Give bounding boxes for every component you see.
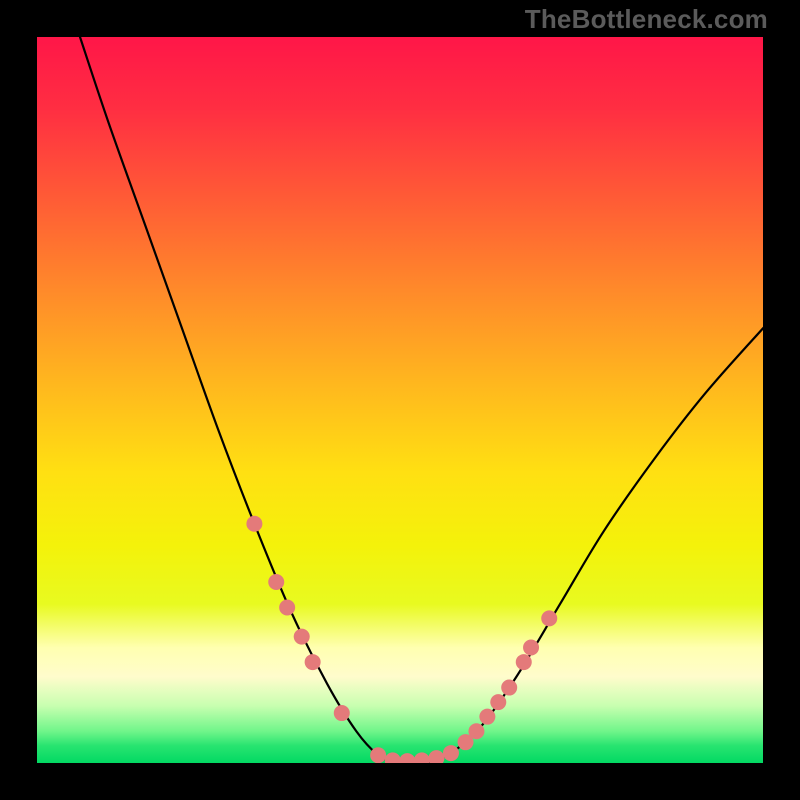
gradient-background [36, 36, 764, 764]
data-point-marker [501, 680, 517, 696]
data-point-marker [370, 747, 386, 763]
data-point-marker [385, 752, 401, 768]
data-point-marker [334, 705, 350, 721]
data-point-marker [268, 574, 284, 590]
bottleneck-chart [0, 0, 800, 800]
data-point-marker [523, 640, 539, 656]
data-point-marker [305, 654, 321, 670]
data-point-marker [294, 629, 310, 645]
data-point-marker [443, 745, 459, 761]
data-point-marker [541, 610, 557, 626]
data-point-marker [246, 516, 262, 532]
data-point-marker [399, 753, 415, 769]
data-point-marker [516, 654, 532, 670]
data-point-marker [479, 709, 495, 725]
data-point-marker [490, 694, 506, 710]
data-point-marker [279, 599, 295, 615]
data-point-marker [468, 723, 484, 739]
data-point-marker [414, 752, 430, 768]
watermark-text: TheBottleneck.com [525, 4, 768, 35]
